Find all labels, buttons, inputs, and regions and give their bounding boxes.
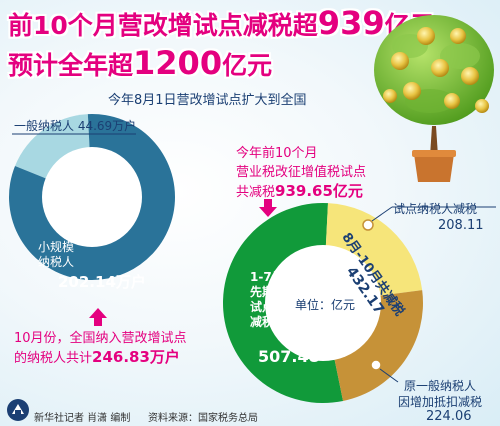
xinhua-logo-icon: [7, 399, 29, 421]
headline-line2-unit: 亿元: [222, 51, 273, 80]
orig-label-1: 原一般纳税人: [404, 379, 477, 393]
pilot-label: 试点纳税人减税: [393, 202, 478, 216]
left-note-line1: 10月份，全国纳入营改增试点: [14, 331, 187, 346]
money-tree-icon: [374, 15, 494, 182]
pie-center: [265, 245, 381, 361]
pilot-leader-line: [371, 206, 393, 222]
jan-jul-value: 507.48: [258, 347, 320, 366]
donut-hole: [42, 147, 142, 247]
headline-line2-number: 1200: [133, 44, 223, 82]
orig-marker: [370, 359, 382, 371]
headline-line2-text: 预计全年超: [8, 51, 134, 80]
small-taxpayer-label-2: 纳税人: [38, 255, 75, 269]
headline-line1-text: 前10个月营改增试点减税超: [8, 11, 318, 40]
orig-value: 224.06: [426, 409, 472, 424]
subtitle: 今年8月1日营改增试点扩大到全国: [108, 93, 307, 108]
orig-label-2: 因增加抵扣减税: [398, 395, 483, 409]
arrow-up-icon: [89, 308, 107, 326]
footer-source: 资料来源：国家税务总局: [148, 413, 258, 424]
jan-jul-label-4: 减税: [250, 315, 275, 329]
small-taxpayer-label-1: 小规模: [38, 240, 75, 254]
footer-agency: 新华社记者 肖潇 编制: [34, 413, 131, 424]
right-intro-line2: 营业税改征增值税试点: [236, 165, 367, 180]
pilot-marker: [362, 219, 374, 231]
left-note-line2-number: 246.83万户: [92, 348, 180, 366]
headline-line1-number: 939: [317, 4, 385, 42]
jan-jul-label-1: 1-7月: [250, 270, 284, 284]
small-taxpayer-label: 小规模 纳税人: [38, 240, 74, 270]
general-taxpayer-label: 一般纳税人 44.69万户: [14, 119, 137, 133]
right-intro-line1: 今年前10个月: [236, 146, 318, 161]
jan-jul-label: 1-7月 先期 试点 减税: [250, 270, 284, 330]
small-taxpayer-value: 202.14万户: [58, 273, 146, 291]
left-note-line2-text: 的纳税人共计: [14, 351, 93, 366]
headline-line2: 预计全年超1200亿元: [8, 44, 272, 82]
left-note-line2: 的纳税人共计246.83万户: [14, 346, 180, 367]
unit-label: 单位：亿元: [295, 298, 356, 312]
jan-jul-label-3: 试点: [250, 300, 275, 314]
jan-jul-label-2: 先期: [250, 285, 275, 299]
arrow-down-icon: [259, 199, 277, 217]
right-intro-line3-text: 共减税: [236, 185, 276, 200]
orig-leader-line: [379, 368, 399, 383]
pilot-value: 208.11: [438, 218, 484, 233]
right-intro-line3: 共减税939.65亿元: [236, 180, 363, 201]
headline-line1: 前10个月营改增试点减税超939亿元: [8, 4, 435, 42]
right-intro-line3-number: 939.65亿元: [275, 182, 363, 200]
